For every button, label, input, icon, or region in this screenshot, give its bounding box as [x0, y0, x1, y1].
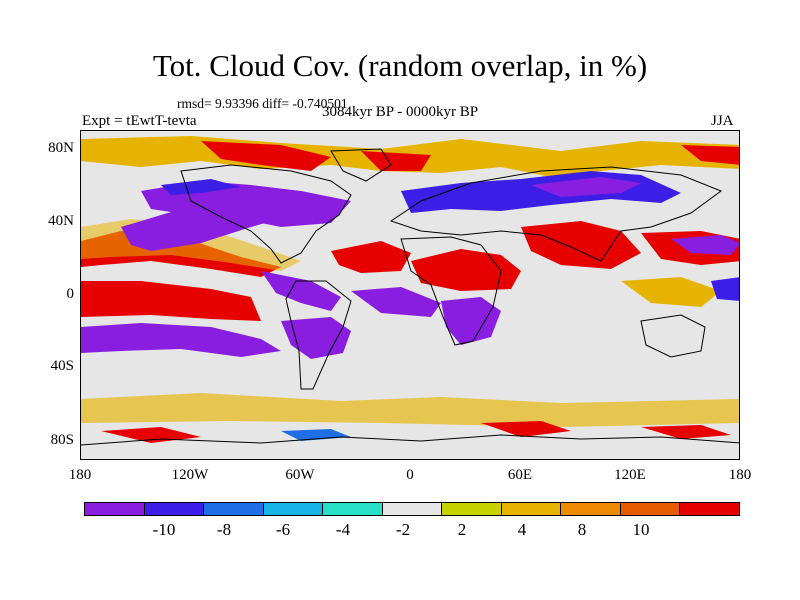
eurasia-purple-core	[531, 177, 641, 197]
lat-label: 80N	[48, 140, 74, 156]
coast-south-america	[285, 280, 352, 390]
coast-eurasia	[389, 166, 723, 262]
southern-ocean-orange	[81, 393, 739, 427]
colorbar-label: 10	[632, 520, 650, 539]
colorbar-swatch	[263, 503, 324, 515]
season-label: JJA	[711, 113, 734, 129]
west-pacific-orange	[621, 277, 721, 307]
colorbar-swatch	[144, 503, 205, 515]
period-label: 3084kyr BP - 0000kyr BP	[322, 104, 479, 120]
lon-label: 180	[728, 467, 752, 483]
coastlines	[81, 148, 739, 446]
lat-label: 0	[66, 286, 75, 302]
colorbar-label: 4	[517, 520, 527, 539]
colorbar-swatch	[680, 503, 740, 515]
colorbar-swatch	[85, 503, 145, 515]
colorbar-swatch	[561, 503, 621, 515]
lon-label: 120W	[171, 467, 209, 483]
stats-text: rmsd= 9.93396 diff= -0.740501	[177, 96, 348, 111]
colorbar	[84, 502, 740, 516]
lon-label: 60E	[507, 467, 533, 483]
antarctic-red-patch	[641, 425, 731, 439]
east-pacific-blue	[711, 277, 739, 301]
atlantic-purple	[351, 287, 441, 317]
colorbar-swatch	[620, 503, 681, 515]
coast-australia	[640, 314, 706, 358]
arctic-red-patch	[361, 151, 431, 171]
coast-greenland	[330, 148, 392, 182]
india-red	[521, 221, 641, 269]
north-pacific-blue	[161, 179, 241, 195]
arctic-red-patch	[681, 145, 739, 165]
colorbar-swatch	[382, 503, 443, 515]
plot-title: Tot. Cloud Cov. (random overlap, in %)	[152, 48, 648, 83]
colorbar-label: 8	[577, 520, 587, 539]
arctic-red-patch	[201, 141, 331, 171]
colorbar-label: -2	[395, 520, 411, 539]
lat-label: 40N	[48, 213, 74, 229]
lon-label: 180	[68, 467, 92, 483]
colorbar-swatch	[204, 503, 264, 515]
colorbar-label: -6	[275, 520, 291, 539]
antarctic-red-patch	[101, 427, 201, 443]
pacific-purple-band	[121, 201, 301, 251]
coast-north-america	[180, 164, 352, 264]
africa-purple	[441, 297, 501, 345]
pacific-red-band	[81, 281, 261, 321]
colorbar-swatch	[501, 503, 562, 515]
atlantic-red	[331, 241, 411, 273]
coast-antarctica	[81, 434, 739, 446]
east-pacific-purple	[671, 235, 739, 255]
cloud-cover-map	[80, 130, 740, 460]
lat-label: 40S	[50, 358, 74, 374]
colorbar-swatch	[323, 503, 383, 515]
lon-label: 120E	[614, 467, 646, 483]
colorbar-label: -10	[152, 520, 176, 539]
colorbar-label: -4	[335, 520, 351, 539]
antarctic-red-patch	[481, 421, 571, 437]
lat-label: 80S	[50, 432, 74, 448]
experiment-label: Expt = tEwtT-tevta	[82, 113, 197, 129]
sahel-red	[411, 249, 521, 291]
pacific-purple-band	[81, 323, 281, 357]
colorbar-swatch	[442, 503, 502, 515]
map-svg	[81, 131, 739, 459]
colorbar-label: -8	[216, 520, 232, 539]
lon-label: 60W	[285, 467, 315, 483]
colorbar-label: 2	[457, 520, 467, 539]
lon-label: 0	[406, 467, 414, 483]
coast-africa	[400, 236, 502, 346]
central-america-purple	[261, 271, 341, 311]
